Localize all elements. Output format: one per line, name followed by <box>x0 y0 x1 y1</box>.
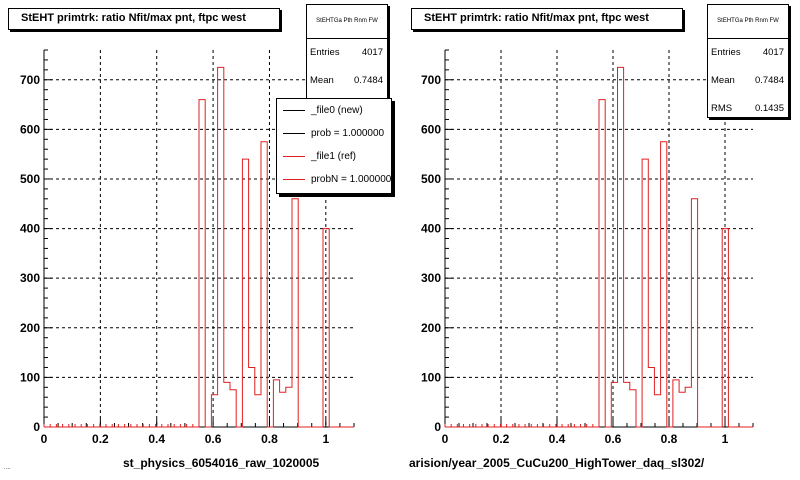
histogram-bin <box>654 395 660 427</box>
stats-rms-value-right: 0.1435 <box>754 103 784 114</box>
legend-swatch <box>283 133 305 134</box>
histogram-bin <box>624 382 630 427</box>
stats-entries-label-left: Entries <box>310 47 340 58</box>
y-tick-label: 400 <box>20 222 40 236</box>
stats-rms-row-right: RMS 0.1435 <box>708 95 788 123</box>
y-tick-label: 300 <box>421 271 441 285</box>
stats-box-left: StEHTGa Pth Rnm FW Entries 4017 Mean 0.7… <box>306 4 388 104</box>
y-tick-label: 600 <box>20 122 40 136</box>
histogram-bin <box>211 395 217 427</box>
histogram-bin <box>691 199 697 427</box>
histogram-bin <box>218 67 224 427</box>
y-tick-label: 600 <box>421 122 441 136</box>
stats-header-left: StEHTGa Pth Rnm FW <box>307 5 387 39</box>
legend-item: probN = 1.000000 <box>277 168 391 191</box>
histogram-bin <box>611 382 617 427</box>
y-tick-label: 400 <box>421 222 441 236</box>
footer-text: .... <box>4 465 11 471</box>
y-tick-label: 0 <box>33 420 40 434</box>
histogram-bin <box>292 199 298 427</box>
x-tick-label: 0.2 <box>92 432 109 446</box>
stats-entries-row-right: Entries 4017 <box>708 39 788 67</box>
histogram-bin <box>224 382 230 427</box>
stats-mean-value-left: 0.7484 <box>353 75 383 86</box>
x-tick-label: 0.6 <box>605 432 622 446</box>
y-tick-label: 0 <box>434 420 441 434</box>
legend-swatch <box>283 110 305 111</box>
x-tick-label: 0.4 <box>549 432 566 446</box>
legend-label: probN = 1.000000 <box>311 174 392 185</box>
histogram-bin <box>617 67 623 427</box>
histogram-bin <box>273 380 279 427</box>
chart-title-left: StEHT primtrk: ratio Nfit/max pnt, ftpc … <box>8 8 280 30</box>
histogram-bin <box>661 142 667 427</box>
y-tick-label: 100 <box>421 370 441 384</box>
legend-item: _file0 (new) <box>277 99 391 122</box>
histogram-bin <box>685 387 691 427</box>
x-tick-label: 0.8 <box>261 432 278 446</box>
stats-entries-value-left: 4017 <box>361 47 383 58</box>
stats-mean-label-left: Mean <box>310 75 334 86</box>
x-tick-label: 0.8 <box>661 432 678 446</box>
legend-label: _file0 (new) <box>311 105 363 116</box>
x-tick-label: 0 <box>41 432 48 446</box>
legend-box: _file0 (new) prob = 1.000000 _file1 (ref… <box>276 98 392 194</box>
histogram-bin <box>230 390 236 427</box>
x-axis-title-right: arision/year_2005_CuCu200_HighTower_daq_… <box>409 456 705 470</box>
histogram-bin <box>249 367 255 427</box>
histogram-series-left <box>44 66 354 428</box>
x-tick-label: 0.2 <box>493 432 510 446</box>
legend-label: prob = 1.000000 <box>311 128 385 139</box>
stats-mean-label-right: Mean <box>711 75 735 86</box>
histogram-bin <box>642 159 648 427</box>
histogram-bin <box>673 380 679 427</box>
stats-entries-value-right: 4017 <box>762 47 784 58</box>
y-tick-label: 500 <box>20 172 40 186</box>
histogram-series-right <box>445 66 753 428</box>
x-tick-label: 0.4 <box>148 432 165 446</box>
x-tick-label: 1 <box>322 432 329 446</box>
stats-entries-row-left: Entries 4017 <box>307 39 387 67</box>
stats-mean-row-left: Mean 0.7484 <box>307 67 387 95</box>
stats-entries-label-right: Entries <box>711 47 741 58</box>
y-tick-label: 500 <box>421 172 441 186</box>
y-tick-label: 300 <box>20 271 40 285</box>
stats-header-right: StEHTGa Pth Rnm FW <box>708 5 788 39</box>
histogram-bin <box>679 392 685 427</box>
legend-item: prob = 1.000000 <box>277 122 391 145</box>
histogram-bin <box>242 159 248 427</box>
y-tick-label: 200 <box>421 321 441 335</box>
histogram-bin <box>630 390 636 427</box>
legend-item: _file1 (ref) <box>277 145 391 168</box>
stats-mean-row-right: Mean 0.7484 <box>708 67 788 95</box>
x-tick-label: 0 <box>442 432 449 446</box>
histogram-bin <box>255 395 261 427</box>
histogram-bin <box>261 142 267 427</box>
y-tick-label: 700 <box>421 73 441 87</box>
chart-title-right: StEHT primtrk: ratio Nfit/max pnt, ftpc … <box>411 8 683 30</box>
x-axis-title-left: st_physics_6054016_raw_1020005 <box>123 456 320 470</box>
histogram-bin <box>648 367 654 427</box>
legend-label: _file1 (ref) <box>311 151 357 162</box>
x-tick-label: 0.6 <box>205 432 222 446</box>
histogram-bin <box>280 392 286 427</box>
stats-box-right: StEHTGa Pth Rnm FW Entries 4017 Mean 0.7… <box>707 4 789 118</box>
legend-swatch <box>283 156 305 157</box>
legend-swatch <box>283 179 305 180</box>
y-tick-label: 700 <box>20 73 40 87</box>
x-tick-label: 1 <box>722 432 729 446</box>
stats-mean-value-right: 0.7484 <box>754 75 784 86</box>
stats-rms-label-right: RMS <box>711 103 733 114</box>
y-tick-label: 200 <box>20 321 40 335</box>
y-tick-label: 100 <box>20 370 40 384</box>
histogram-bin <box>286 387 292 427</box>
